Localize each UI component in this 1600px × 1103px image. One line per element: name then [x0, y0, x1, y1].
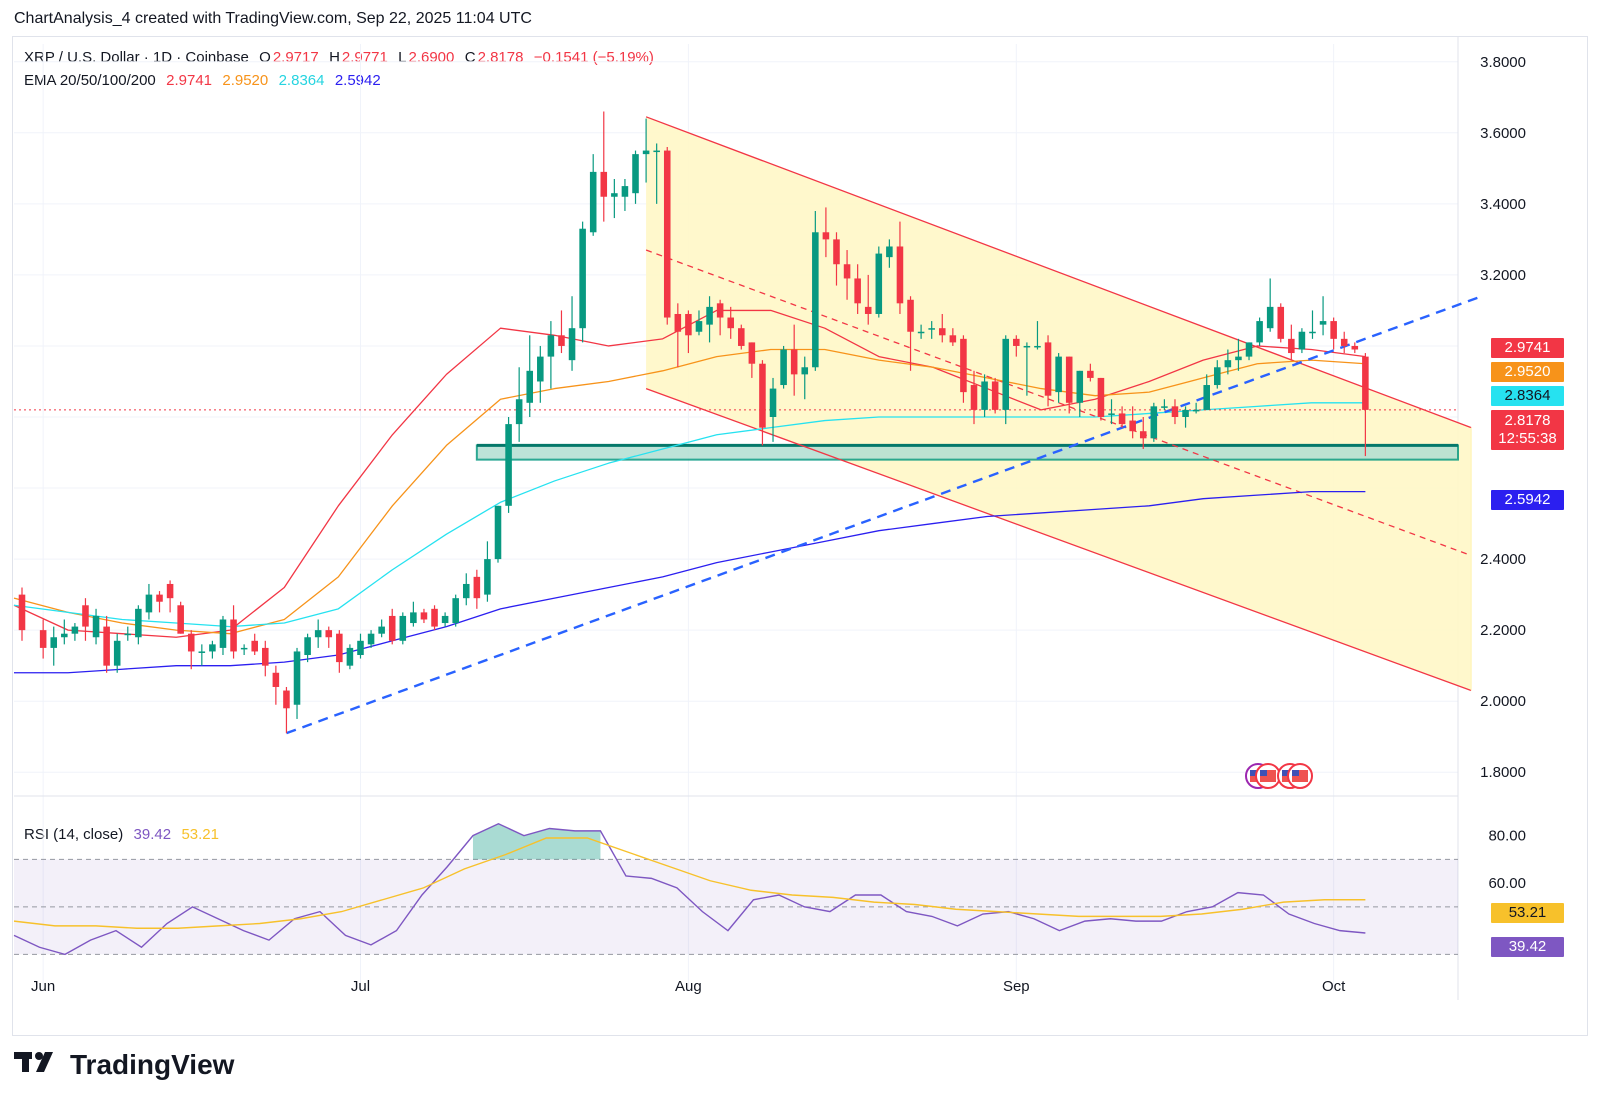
ema50-value: 2.9520 [222, 72, 269, 89]
ema100-value: 2.8364 [278, 72, 325, 89]
open-label: O [259, 49, 271, 66]
high-value: 2.9771 [341, 49, 388, 66]
rsi-value: 39.42 [133, 826, 172, 843]
rsi-label[interactable]: RSI (14, close) [24, 826, 124, 843]
rsi-ma-value: 53.21 [181, 826, 219, 843]
tradingview-logo-icon [14, 1048, 62, 1081]
chart-attribution: ChartAnalysis_4 created with TradingView… [14, 10, 532, 27]
symbol-label[interactable]: XRP / U.S. Dollar · 1D · Coinbase [24, 49, 249, 66]
close-value: 2.8178 [477, 49, 524, 66]
chart-frame [12, 36, 1588, 1036]
ema20-value: 2.9741 [166, 72, 213, 89]
ema200-value: 2.5942 [334, 72, 381, 89]
ema200-price-tag: 2.5942 [1491, 490, 1564, 510]
rsi-price-tag: 39.42 [1491, 937, 1564, 957]
bar-countdown: 12:55:38 [1498, 430, 1557, 447]
low-label: L [398, 49, 407, 66]
last-price: 2.8178 [1504, 412, 1551, 429]
brand-name: TradingView [70, 1048, 235, 1080]
rsi-legend: RSI (14, close) 39.42 53.21 [24, 826, 221, 843]
ema100-price-tag: 2.8364 [1491, 386, 1564, 406]
change-value: −0.1541 (−5.19%) [533, 49, 654, 66]
ema50-price-tag: 2.9520 [1491, 362, 1564, 382]
high-label: H [329, 49, 340, 66]
ohlc-legend: XRP / U.S. Dollar · 1D · Coinbase O 2.971… [24, 49, 656, 66]
tradingview-brand[interactable]: TradingView [14, 1048, 234, 1081]
ema20-price-tag: 2.9741 [1491, 338, 1564, 358]
close-label: C [464, 49, 476, 66]
rsi-ma-price-tag: 53.21 [1491, 903, 1564, 923]
ema-legend: EMA 20/50/100/200 2.9741 2.9520 2.8364 2… [24, 72, 383, 89]
open-value: 2.9717 [272, 49, 319, 66]
last-price-tag: 2.8178 12:55:38 [1491, 410, 1564, 450]
low-value: 2.6900 [408, 49, 455, 66]
ema-label[interactable]: EMA 20/50/100/200 [24, 72, 156, 89]
